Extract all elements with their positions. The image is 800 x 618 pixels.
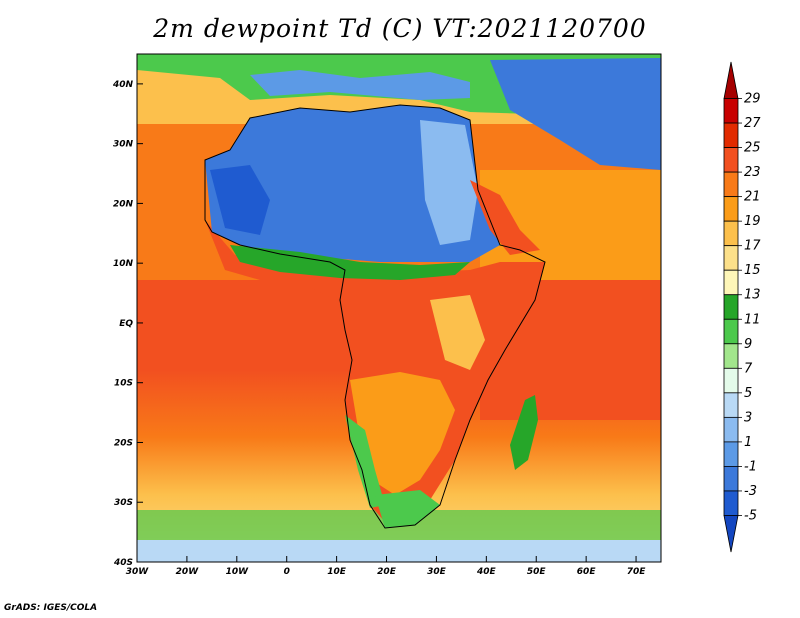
colorbar-label: 15 bbox=[744, 263, 761, 278]
middle-east-field bbox=[490, 58, 661, 170]
colorbar-label: 21 bbox=[744, 190, 761, 205]
colorbar-label: 11 bbox=[744, 312, 761, 327]
y-tick-label: 40N bbox=[112, 80, 134, 90]
y-tick-label: EQ bbox=[119, 319, 133, 329]
x-tick-label: 40E bbox=[476, 567, 497, 577]
colorbar-label: 7 bbox=[744, 361, 753, 376]
colorbar-label: 23 bbox=[744, 165, 761, 180]
colorbar-label: 17 bbox=[744, 239, 761, 254]
map-plot-area bbox=[137, 54, 661, 562]
colorbar-swatch bbox=[723, 466, 739, 492]
colorbar-swatch bbox=[723, 98, 739, 124]
colorbar-swatch bbox=[723, 441, 739, 467]
colorbar-swatch bbox=[723, 245, 739, 271]
y-tick-label: 40S bbox=[113, 558, 133, 568]
red-sea-field bbox=[470, 180, 540, 255]
egypt-sudan-field bbox=[420, 120, 478, 245]
footer-credit: GrADS: IGES/COLA bbox=[4, 603, 98, 613]
colorbar-label: 9 bbox=[744, 337, 752, 352]
x-tick-label: 50E bbox=[527, 567, 547, 577]
y-axis: 40N 30N 20N 10N EQ 10S 20S 30S 40S bbox=[112, 80, 143, 568]
colorbar-swatch bbox=[723, 196, 739, 222]
colorbar-label: 13 bbox=[744, 288, 761, 303]
x-tick-label: 20E bbox=[377, 567, 397, 577]
colorbar-label: 5 bbox=[744, 386, 752, 401]
south-africa-field bbox=[375, 490, 440, 528]
colorbar-label: 3 bbox=[744, 410, 752, 425]
colorbar-swatch bbox=[723, 515, 739, 553]
colorbar-swatch bbox=[723, 220, 739, 247]
colorbar-label: 1 bbox=[744, 435, 752, 450]
colorbar-swatch bbox=[723, 343, 739, 369]
madagascar-field bbox=[510, 395, 538, 470]
colorbar-swatch bbox=[723, 147, 739, 173]
colorbar-label: -5 bbox=[744, 508, 757, 523]
x-tick-label: 10E bbox=[327, 567, 347, 577]
x-tick-label: 30W bbox=[126, 567, 150, 577]
colorbar-label: 19 bbox=[744, 214, 761, 229]
x-tick-label: 30E bbox=[427, 567, 447, 577]
y-tick-label: 30S bbox=[114, 498, 133, 508]
colorbar-swatch bbox=[723, 122, 739, 148]
colorbar-label: -3 bbox=[744, 484, 757, 499]
colorbar-swatch bbox=[723, 416, 739, 443]
x-tick-label: 20W bbox=[176, 567, 200, 577]
y-tick-label: 10N bbox=[113, 259, 134, 269]
map-title: 2m dewpoint Td (C) VT:2021120700 bbox=[153, 14, 647, 43]
far-south-field bbox=[137, 540, 661, 562]
map-frame bbox=[136, 53, 662, 563]
southern-africa-field bbox=[350, 372, 455, 495]
y-tick-label: 20S bbox=[114, 438, 133, 448]
mediterranean-field bbox=[250, 70, 470, 100]
colorbar-swatch bbox=[723, 392, 739, 418]
colorbar-swatch bbox=[723, 490, 739, 516]
namibia-coast-field bbox=[345, 415, 385, 508]
colorbar-label: 29 bbox=[744, 92, 761, 107]
colorbar-swatch bbox=[723, 367, 739, 394]
colorbar-swatch bbox=[723, 61, 739, 99]
y-tick-label: 20N bbox=[113, 199, 134, 209]
colorbar-swatch bbox=[723, 294, 739, 320]
colorbar: 29 27 25 23 21 19 17 15 13 11 9 7 5 3 1 -1 -3 -5 bbox=[723, 61, 761, 553]
colorbar-swatch bbox=[723, 269, 739, 296]
sahel-field bbox=[230, 245, 470, 280]
colorbar-swatch bbox=[723, 318, 739, 345]
x-tick-label: 70E bbox=[627, 567, 647, 577]
x-axis: 30W 20W 10W 0 10E 20E 30E 40E 50E 60E 70E bbox=[126, 556, 646, 577]
y-tick-label: 10S bbox=[114, 379, 133, 389]
x-tick-label: 0 bbox=[284, 567, 290, 577]
colorbar-label: -1 bbox=[744, 459, 757, 474]
x-tick-label: 10W bbox=[226, 567, 250, 577]
y-tick-label: 30N bbox=[113, 140, 134, 150]
colorbar-label: 25 bbox=[744, 141, 761, 156]
east-africa-field bbox=[430, 295, 485, 370]
western-sahara-field bbox=[210, 165, 270, 235]
colorbar-swatch bbox=[723, 171, 739, 198]
colorbar-label: 27 bbox=[744, 116, 761, 131]
x-tick-label: 60E bbox=[577, 567, 597, 577]
africa-coastline bbox=[204, 104, 546, 529]
